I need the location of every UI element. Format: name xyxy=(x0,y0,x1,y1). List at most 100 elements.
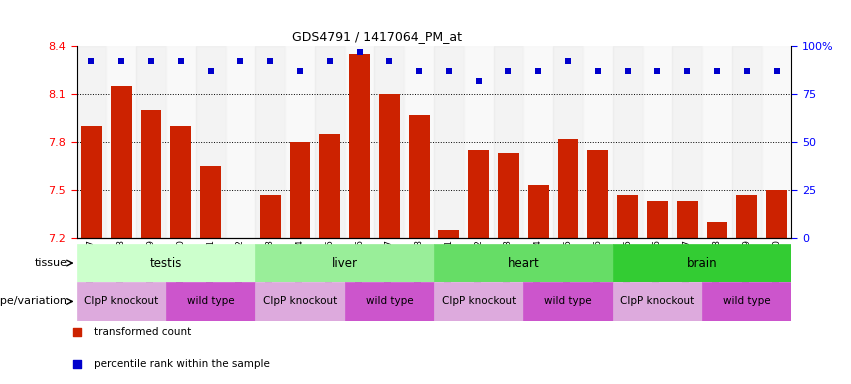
Text: heart: heart xyxy=(507,257,540,270)
Bar xyxy=(464,46,494,238)
Bar xyxy=(315,46,345,238)
Bar xyxy=(404,46,434,238)
Point xyxy=(710,68,723,74)
Bar xyxy=(438,230,460,238)
Bar xyxy=(111,86,132,238)
Bar xyxy=(349,54,370,238)
Text: ClpP knockout: ClpP knockout xyxy=(263,296,337,306)
Text: genotype/variation: genotype/variation xyxy=(0,296,68,306)
Bar xyxy=(557,139,579,238)
Bar xyxy=(77,282,166,321)
Point xyxy=(561,58,574,65)
Text: liver: liver xyxy=(332,257,357,270)
Point xyxy=(323,58,336,65)
Text: brain: brain xyxy=(687,257,717,270)
Bar xyxy=(766,190,787,238)
Bar xyxy=(166,46,196,238)
Bar xyxy=(255,244,434,282)
Text: ClpP knockout: ClpP knockout xyxy=(620,296,694,306)
Text: tissue: tissue xyxy=(35,258,68,268)
Bar xyxy=(643,46,672,238)
Point xyxy=(620,68,634,74)
Point xyxy=(412,68,426,74)
Point xyxy=(144,58,158,65)
Point xyxy=(427,122,441,128)
Bar xyxy=(77,244,255,282)
Point xyxy=(650,68,664,74)
Bar xyxy=(408,115,430,238)
Bar xyxy=(166,282,255,321)
Point xyxy=(233,58,247,65)
Bar xyxy=(523,46,553,238)
Bar xyxy=(81,126,102,238)
Bar xyxy=(762,46,791,238)
Point xyxy=(174,58,187,65)
Text: transformed count: transformed count xyxy=(94,327,191,337)
Point xyxy=(680,68,694,74)
Bar xyxy=(613,244,791,282)
Bar xyxy=(523,282,613,321)
Title: GDS4791 / 1417064_PM_at: GDS4791 / 1417064_PM_at xyxy=(292,30,462,43)
Bar xyxy=(434,282,523,321)
Bar xyxy=(255,46,285,238)
Text: percentile rank within the sample: percentile rank within the sample xyxy=(94,359,271,369)
Point xyxy=(769,68,783,74)
Text: wild type: wild type xyxy=(545,296,591,306)
Bar xyxy=(677,201,698,238)
Bar xyxy=(706,222,728,238)
Point xyxy=(531,68,545,74)
Bar xyxy=(468,150,489,238)
Point xyxy=(352,49,366,55)
Bar xyxy=(647,201,668,238)
Point xyxy=(740,68,754,74)
Bar xyxy=(136,46,166,238)
Bar xyxy=(289,142,311,238)
Bar xyxy=(226,46,255,238)
Bar xyxy=(613,46,643,238)
Text: testis: testis xyxy=(150,257,182,270)
Point xyxy=(591,68,604,74)
Bar xyxy=(345,46,374,238)
Point xyxy=(85,58,98,65)
Bar xyxy=(345,282,434,321)
Text: wild type: wild type xyxy=(366,296,413,306)
Bar xyxy=(494,46,523,238)
Bar xyxy=(553,46,583,238)
Bar xyxy=(106,46,136,238)
Point xyxy=(382,58,396,65)
Bar xyxy=(200,166,221,238)
Bar xyxy=(170,126,191,238)
Bar xyxy=(379,94,400,238)
Bar xyxy=(77,46,106,238)
Bar xyxy=(374,46,404,238)
Bar xyxy=(702,282,791,321)
Bar xyxy=(434,46,464,238)
Point xyxy=(114,58,128,65)
Bar xyxy=(583,46,613,238)
Text: ClpP knockout: ClpP knockout xyxy=(84,296,158,306)
Bar xyxy=(736,195,757,238)
Bar xyxy=(140,110,162,238)
Point xyxy=(204,68,218,74)
Point xyxy=(501,68,515,74)
Bar xyxy=(613,282,702,321)
Bar xyxy=(434,244,613,282)
Bar xyxy=(617,195,638,238)
Text: wild type: wild type xyxy=(723,296,770,306)
Bar xyxy=(528,185,549,238)
Point xyxy=(264,58,277,65)
Bar xyxy=(732,46,762,238)
Bar xyxy=(260,195,281,238)
Point xyxy=(443,68,456,74)
Bar xyxy=(702,46,732,238)
Bar xyxy=(672,46,702,238)
Bar xyxy=(587,150,608,238)
Bar xyxy=(498,153,519,238)
Bar xyxy=(255,282,345,321)
Point xyxy=(471,78,485,84)
Bar xyxy=(196,46,226,238)
Bar xyxy=(319,134,340,238)
Text: wild type: wild type xyxy=(187,296,234,306)
Point xyxy=(293,68,306,74)
Bar xyxy=(285,46,315,238)
